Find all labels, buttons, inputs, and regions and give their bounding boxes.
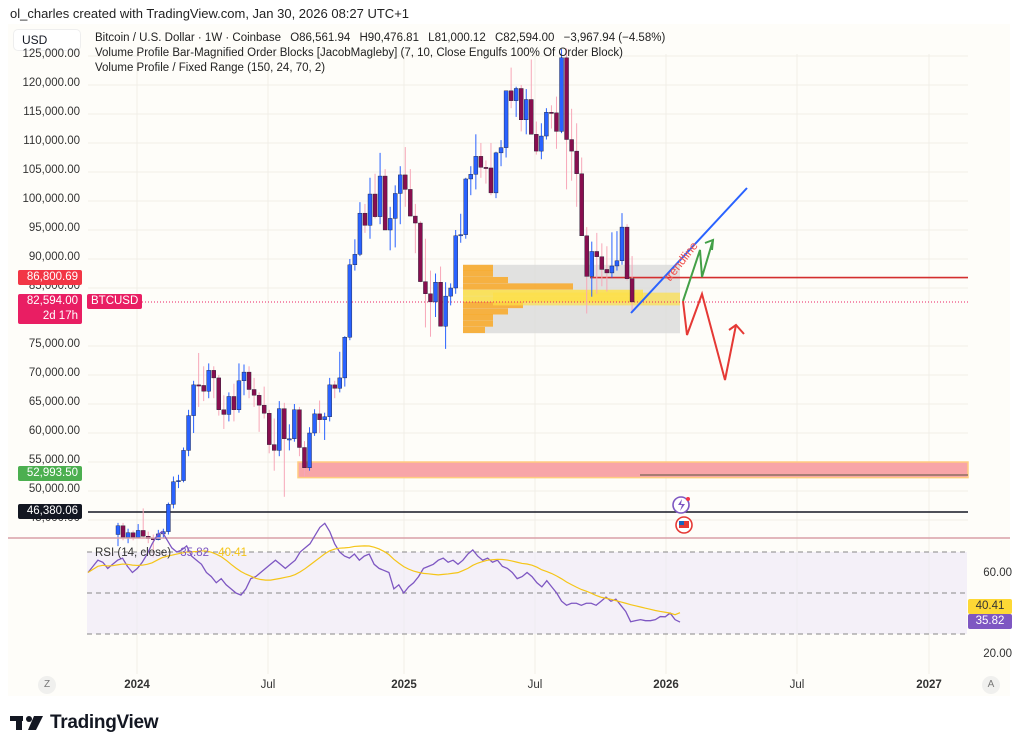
legend-close: C82,594.00 [494,32,555,44]
time-axis-label: 2026 [653,679,679,691]
time-axis-label: 2027 [916,679,942,691]
rsi-value: 35.82 [180,547,210,559]
price-axis-label: 105,000.00 [22,164,80,176]
price-chart-canvas[interactable]: trendline [8,24,1010,696]
legend-high: H90,476.81 [359,32,419,44]
symbol-tag: BTCUSD [87,294,143,309]
price-axis-label: 115,000.00 [23,106,80,118]
rsi-line [87,522,681,623]
price-axis-label: 110,000.00 [23,135,80,147]
price-axis-label: 50,000.00 [28,483,80,495]
price-axis-label: 100,000.00 [22,193,80,205]
price-axis-label: 60,000.00 [28,425,80,437]
price-axis-label: 65,000.00 [28,396,80,408]
time-axis-label: 2025 [391,679,417,691]
rsi-ma-tag: 40.41 [968,599,1012,614]
rsi-title: RSI (14, close) [95,547,172,559]
resistance-line-tag: 86,800.69 [18,269,82,285]
legend-change: −3,967.94 (−4.58%) [563,32,666,44]
price-axis-label: 90,000.00 [28,251,80,263]
price-axis-label: 95,000.00 [28,222,80,234]
currency-badge[interactable]: USD [14,30,80,50]
chart-legend: Bitcoin / U.S. Dollar · 1W · Coinbase O8… [95,31,665,76]
legend-indicator-volume-profile[interactable]: Volume Profile / Fixed Range (150, 24, 7… [95,62,326,74]
time-axis-label: Jul [527,679,543,691]
event-icons[interactable] [672,496,693,534]
tradingview-logo[interactable]: TradingView [10,712,159,734]
black-line-tag: 46,380.06 [18,503,82,519]
chart-credit: ol_charles created with TradingView.com,… [10,6,410,21]
auto-scale-button[interactable]: A [982,676,1000,694]
zoom-reset-button[interactable]: Z [38,676,56,694]
legend-symbol-line: Bitcoin / U.S. Dollar · 1W · Coinbase O8… [95,31,665,46]
legend-indicator-order-blocks[interactable]: Volume Profile Bar-Magnified Order Block… [95,47,623,59]
candles [115,48,635,558]
legend-symbol: Bitcoin / U.S. Dollar · 1W · Coinbase [95,32,281,44]
time-axis-label: Jul [789,679,805,691]
support-zone[interactable] [297,461,969,479]
support-zone-tag: 52,993.50 [18,465,82,481]
price-axis-label: 125,000.00 [22,48,80,60]
price-axis-label: 55,000.00 [28,454,80,466]
bearish-projection-path[interactable] [682,290,737,381]
tradingview-logo-text: TradingView [50,712,159,733]
price-axis-label: 120,000.00 [22,77,80,89]
rsi-legend[interactable]: RSI (14, close) 35.82 40.41 [95,547,247,559]
time-axis-label: Jul [260,679,276,691]
time-axis-label: 2024 [124,679,150,691]
legend-open: O86,561.94 [290,32,351,44]
legend-low: L81,000.12 [428,32,486,44]
tradingview-logo-icon [10,716,43,730]
trendline[interactable] [630,187,748,314]
price-axis-label: 70,000.00 [28,367,80,379]
bullish-projection-path[interactable] [682,239,714,302]
last-price-tag: 82,594.00 2d 17h [18,293,82,324]
rsi-axis-label-60: 60.00 [983,567,1012,579]
rsi-tag: 35.82 [968,614,1012,629]
rsi-ma-line [87,545,681,616]
rsi-axis-label-20: 20.00 [983,648,1012,660]
chart-frame[interactable]: trendline [8,24,1010,696]
price-axis-label: 75,000.00 [28,338,80,350]
rsi-ma-value: 40.41 [218,547,248,559]
